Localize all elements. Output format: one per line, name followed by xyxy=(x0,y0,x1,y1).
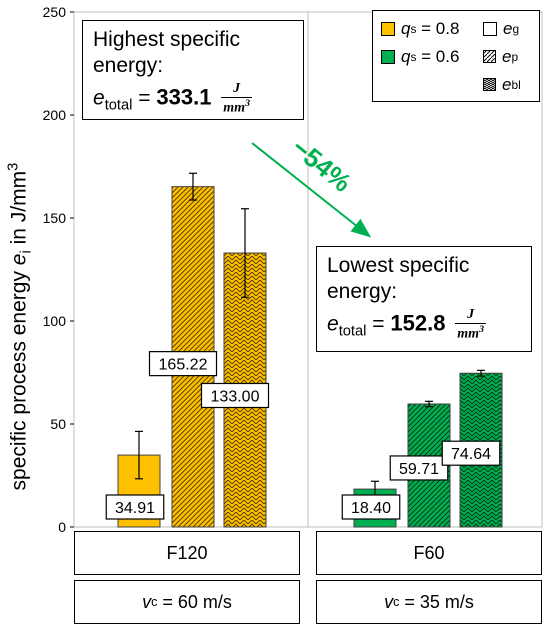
total-sub: total xyxy=(104,97,133,114)
speed-value-f60: = 35 m/s xyxy=(399,591,474,612)
y-tick-label: 0 xyxy=(58,519,66,535)
legend-e-bl-sub: bl xyxy=(511,78,521,92)
legend-swatch-plain xyxy=(483,22,497,36)
speed-sub: c xyxy=(393,595,400,609)
group-box-f120: F120 xyxy=(74,531,300,575)
legend-e-g-sub: g xyxy=(512,22,520,36)
y-axis-label-text: specific process energy xyxy=(7,271,31,491)
speed-sub: c xyxy=(151,595,158,609)
y-tick-label: 100 xyxy=(43,313,67,329)
lowest-energy-line1: Lowest specific xyxy=(327,254,470,277)
group-box-f60: F60 xyxy=(316,531,542,575)
data-label-box xyxy=(105,494,165,520)
highest-energy-box: Highest specific energy: etotal = 333.1 … xyxy=(82,20,304,120)
legend-e-p-sub: p xyxy=(511,50,519,64)
lowest-energy-formula: etotal = 152.8 J mm3 xyxy=(327,306,521,344)
unit-fraction: J mm3 xyxy=(221,80,252,118)
speed-var: v xyxy=(384,591,394,612)
y-axis-label-sub: i xyxy=(18,250,35,254)
group-name-f60: F60 xyxy=(413,542,445,563)
legend-e-var: e xyxy=(502,75,512,94)
y-axis-title: specific process energy ei in J/mm3 xyxy=(5,157,34,497)
lowest-energy-box: Lowest specific energy: etotal = 152.8 J… xyxy=(316,246,532,352)
reduction-arrow xyxy=(251,142,372,238)
data-label: 165.22 xyxy=(159,357,208,374)
legend-q-var: q xyxy=(401,19,411,38)
legend-e-var: e xyxy=(502,47,512,66)
unit-numerator: J xyxy=(455,306,486,324)
data-label: 34.91 xyxy=(115,500,155,517)
y-tick-label: 200 xyxy=(43,107,67,123)
lowest-energy-value: 152.8 xyxy=(390,309,446,335)
highest-energy-value: 333.1 xyxy=(156,83,212,109)
unit-den-sup: 3 xyxy=(479,324,484,335)
y-tick-label: 150 xyxy=(43,210,67,226)
total-sub: total xyxy=(338,323,367,340)
data-label-box xyxy=(389,455,449,481)
unit-den-text: mm xyxy=(457,326,480,342)
reduction-annotation: −54% xyxy=(251,132,372,238)
unit-numerator: J xyxy=(221,80,252,98)
equals-sign: = xyxy=(366,311,391,335)
legend-e-var: e xyxy=(503,19,513,38)
y-tick-label: 50 xyxy=(50,416,66,432)
unit-den-sup: 3 xyxy=(245,98,250,109)
data-label-box xyxy=(148,351,218,377)
speed-value-f120: = 60 m/s xyxy=(157,591,232,612)
legend-swatch-hatched xyxy=(483,50,496,63)
highest-energy-line2: energy: xyxy=(93,54,164,78)
legend-swatch-green xyxy=(381,50,395,64)
total-var: e xyxy=(327,311,339,335)
highest-energy-formula: etotal = 333.1 J mm3 xyxy=(93,80,293,118)
y-axis-label-unit-sup: 3 xyxy=(5,162,22,171)
unit-denominator: mm3 xyxy=(221,98,252,117)
data-label: 59.71 xyxy=(399,461,439,478)
data-label: 133.00 xyxy=(211,388,260,405)
legend-q-low-value: = 0.6 xyxy=(416,47,460,66)
legend-e-bl: e bl xyxy=(483,75,521,95)
unit-fraction: J mm3 xyxy=(455,306,486,344)
axes: 0 50 100 150 200 250 xyxy=(43,4,543,535)
legend-swatch-gold xyxy=(381,22,395,36)
legend-q-sub: s xyxy=(410,22,417,36)
legend-q-high-value: = 0.8 xyxy=(416,19,460,38)
legend-swatch-pattern xyxy=(483,78,496,91)
data-label-box xyxy=(341,494,401,520)
legend-q-sub: s xyxy=(410,50,417,64)
data-label-box xyxy=(200,382,270,409)
data-label: 18.40 xyxy=(351,500,391,517)
speed-var: v xyxy=(142,591,152,612)
y-tick-label: 250 xyxy=(43,4,67,20)
y-axis-label-var: e xyxy=(7,253,31,266)
data-label: 74.64 xyxy=(451,446,491,463)
group-name-f120: F120 xyxy=(166,542,208,563)
highest-energy-line1: Highest specific xyxy=(93,28,241,51)
legend-q-var: q xyxy=(401,47,411,66)
y-axis-label-unit: in J/mm xyxy=(7,170,31,245)
unit-den-text: mm xyxy=(223,100,246,116)
equals-sign: = xyxy=(132,85,157,109)
lowest-energy-line2: energy: xyxy=(327,280,398,304)
reduction-label: −54% xyxy=(286,132,357,198)
total-var: e xyxy=(93,85,105,109)
data-label-box xyxy=(441,440,501,466)
unit-denominator: mm3 xyxy=(455,324,486,343)
